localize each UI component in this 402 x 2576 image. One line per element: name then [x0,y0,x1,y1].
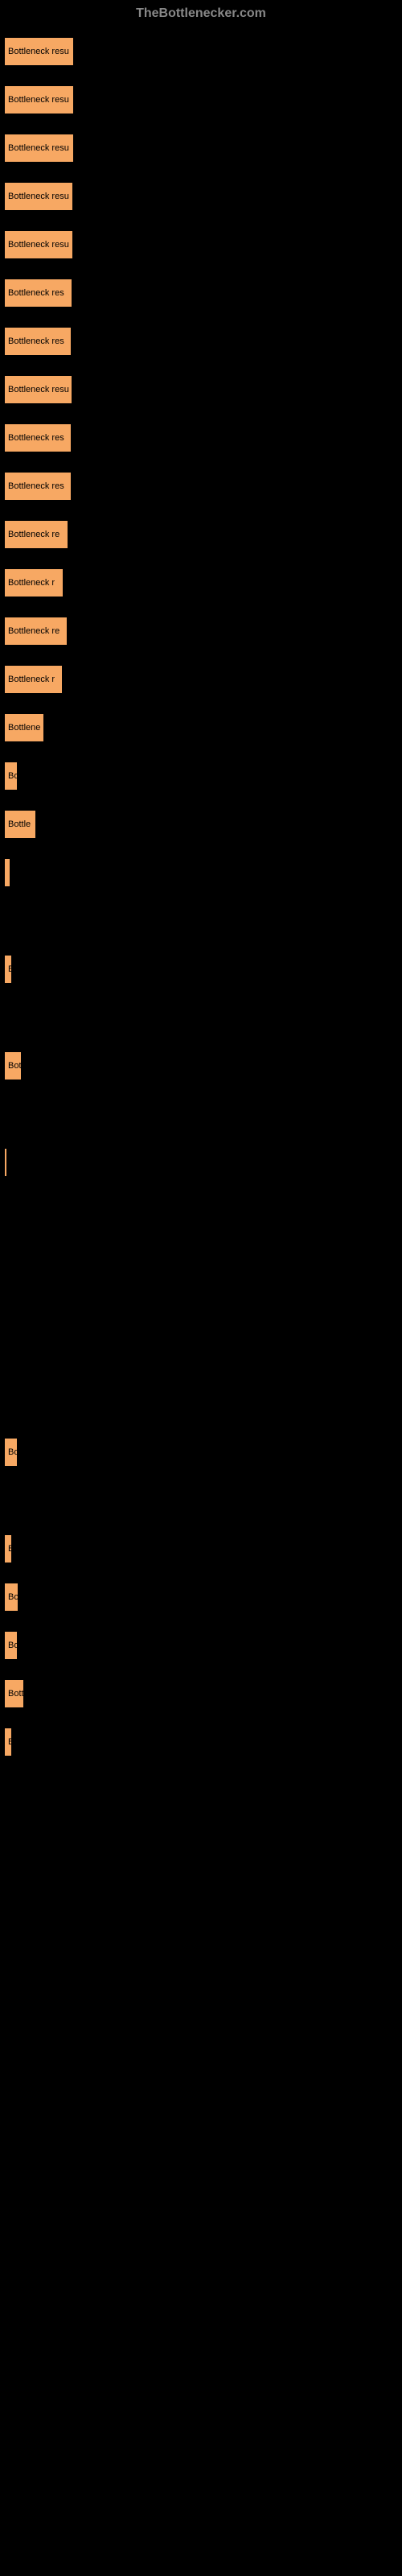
chart-bar [4,858,10,887]
bar-row: B [4,1718,398,1766]
chart-bar [4,1148,7,1177]
bar-label: Bo [8,1447,18,1457]
chart-spacer [4,1090,398,1138]
bar-row: Bottlene [4,704,398,752]
bar-label: Bottleneck re [8,626,59,636]
chart-bar: Bottleneck resu [4,37,74,66]
bar-label: B [8,1737,12,1747]
header-title: TheBottlenecker.com [136,6,266,20]
bar-row: B [4,1525,398,1573]
bar-label: B [8,964,12,974]
chart-bar: Bottleneck res [4,327,72,356]
bar-label: Bottleneck resu [8,385,69,394]
bar-label: Bo [8,1592,18,1602]
bar-row: Bottleneck resu [4,27,398,76]
chart-bar: B [4,1534,12,1563]
bar-row: Bottleneck res [4,414,398,462]
chart-bar: Bottleneck resu [4,375,72,404]
bar-label: Bottleneck resu [8,95,69,105]
bar-label: Bottle [8,819,31,829]
chart-bar: Bo [4,1438,18,1467]
chart-bar: Bottleneck res [4,472,72,501]
bar-row: Bottleneck res [4,269,398,317]
bar-label: Bottleneck re [8,530,59,539]
bar-label: Bo [8,771,18,781]
bar-row: Bottle [4,800,398,848]
bar-row: Bottleneck res [4,462,398,510]
chart-spacer [4,1283,398,1428]
bar-label: Bott [8,1689,24,1699]
chart-bar [4,1245,6,1274]
bar-row [4,848,398,897]
chart-bar: Bo [4,1583,18,1612]
chart-bar: Bottlene [4,713,44,742]
bar-label: Bottleneck resu [8,143,69,153]
bar-row: Bottleneck r [4,655,398,704]
bar-label: Bot [8,1061,22,1071]
chart-bar: Bottleneck resu [4,85,74,114]
chart-bar: Bottleneck re [4,617,68,646]
chart-bar: Bottleneck resu [4,182,73,211]
page-header: TheBottlenecker.com [0,0,402,27]
bar-row: Bottleneck resu [4,124,398,172]
bar-row [4,1138,398,1187]
bar-row: Bo [4,1573,398,1621]
bar-label: Bottleneck res [8,433,64,443]
bar-row: Bottleneck r [4,559,398,607]
chart-bar: Bo [4,1631,18,1660]
bar-label: Bottleneck res [8,481,64,491]
chart-bar: Bottleneck resu [4,134,74,163]
chart-bar: Bottleneck r [4,568,64,597]
chart-bar: Bottle [4,810,36,839]
chart-spacer [4,1476,398,1525]
bar-row: Bo [4,1621,398,1670]
chart-bar: Bott [4,1679,24,1708]
bar-row: Bo [4,752,398,800]
bar-label: Bo [8,1641,18,1650]
bar-label: Bottleneck res [8,288,64,298]
bar-row: Bottleneck re [4,510,398,559]
bar-label: Bottleneck resu [8,192,69,201]
bar-chart: Bottleneck resu Bottleneck resu Bottleneck… [0,27,402,1766]
chart-bar: Bot [4,1051,22,1080]
bar-label: Bottleneck resu [8,47,69,56]
bar-row: B [4,945,398,993]
bar-row: Bottleneck resu [4,365,398,414]
bar-row: Bottleneck resu [4,221,398,269]
chart-spacer [4,897,398,945]
chart-spacer [4,993,398,1042]
chart-bar: Bottleneck re [4,520,68,549]
chart-bar: Bottleneck res [4,423,72,452]
bar-row: Bottleneck resu [4,172,398,221]
bar-row: Bottleneck resu [4,76,398,124]
chart-bar: Bottleneck res [4,279,72,308]
chart-bar: B [4,955,12,984]
chart-bar: Bottleneck resu [4,230,73,259]
chart-bar: B [4,1728,12,1757]
bar-label: Bottleneck res [8,336,64,346]
bar-row: Bo [4,1428,398,1476]
bar-label: B [8,1544,12,1554]
bar-label: Bottleneck r [8,675,55,684]
chart-bar: Bo [4,762,18,791]
bar-label: Bottleneck r [8,578,55,588]
chart-spacer [4,1187,398,1235]
bar-row: Bott [4,1670,398,1718]
bar-row: Bottleneck re [4,607,398,655]
bar-label: Bottleneck resu [8,240,69,250]
chart-bar: Bottleneck r [4,665,63,694]
bar-row: Bottleneck res [4,317,398,365]
bar-row [4,1235,398,1283]
bar-row: Bot [4,1042,398,1090]
bar-label: Bottlene [8,723,40,733]
